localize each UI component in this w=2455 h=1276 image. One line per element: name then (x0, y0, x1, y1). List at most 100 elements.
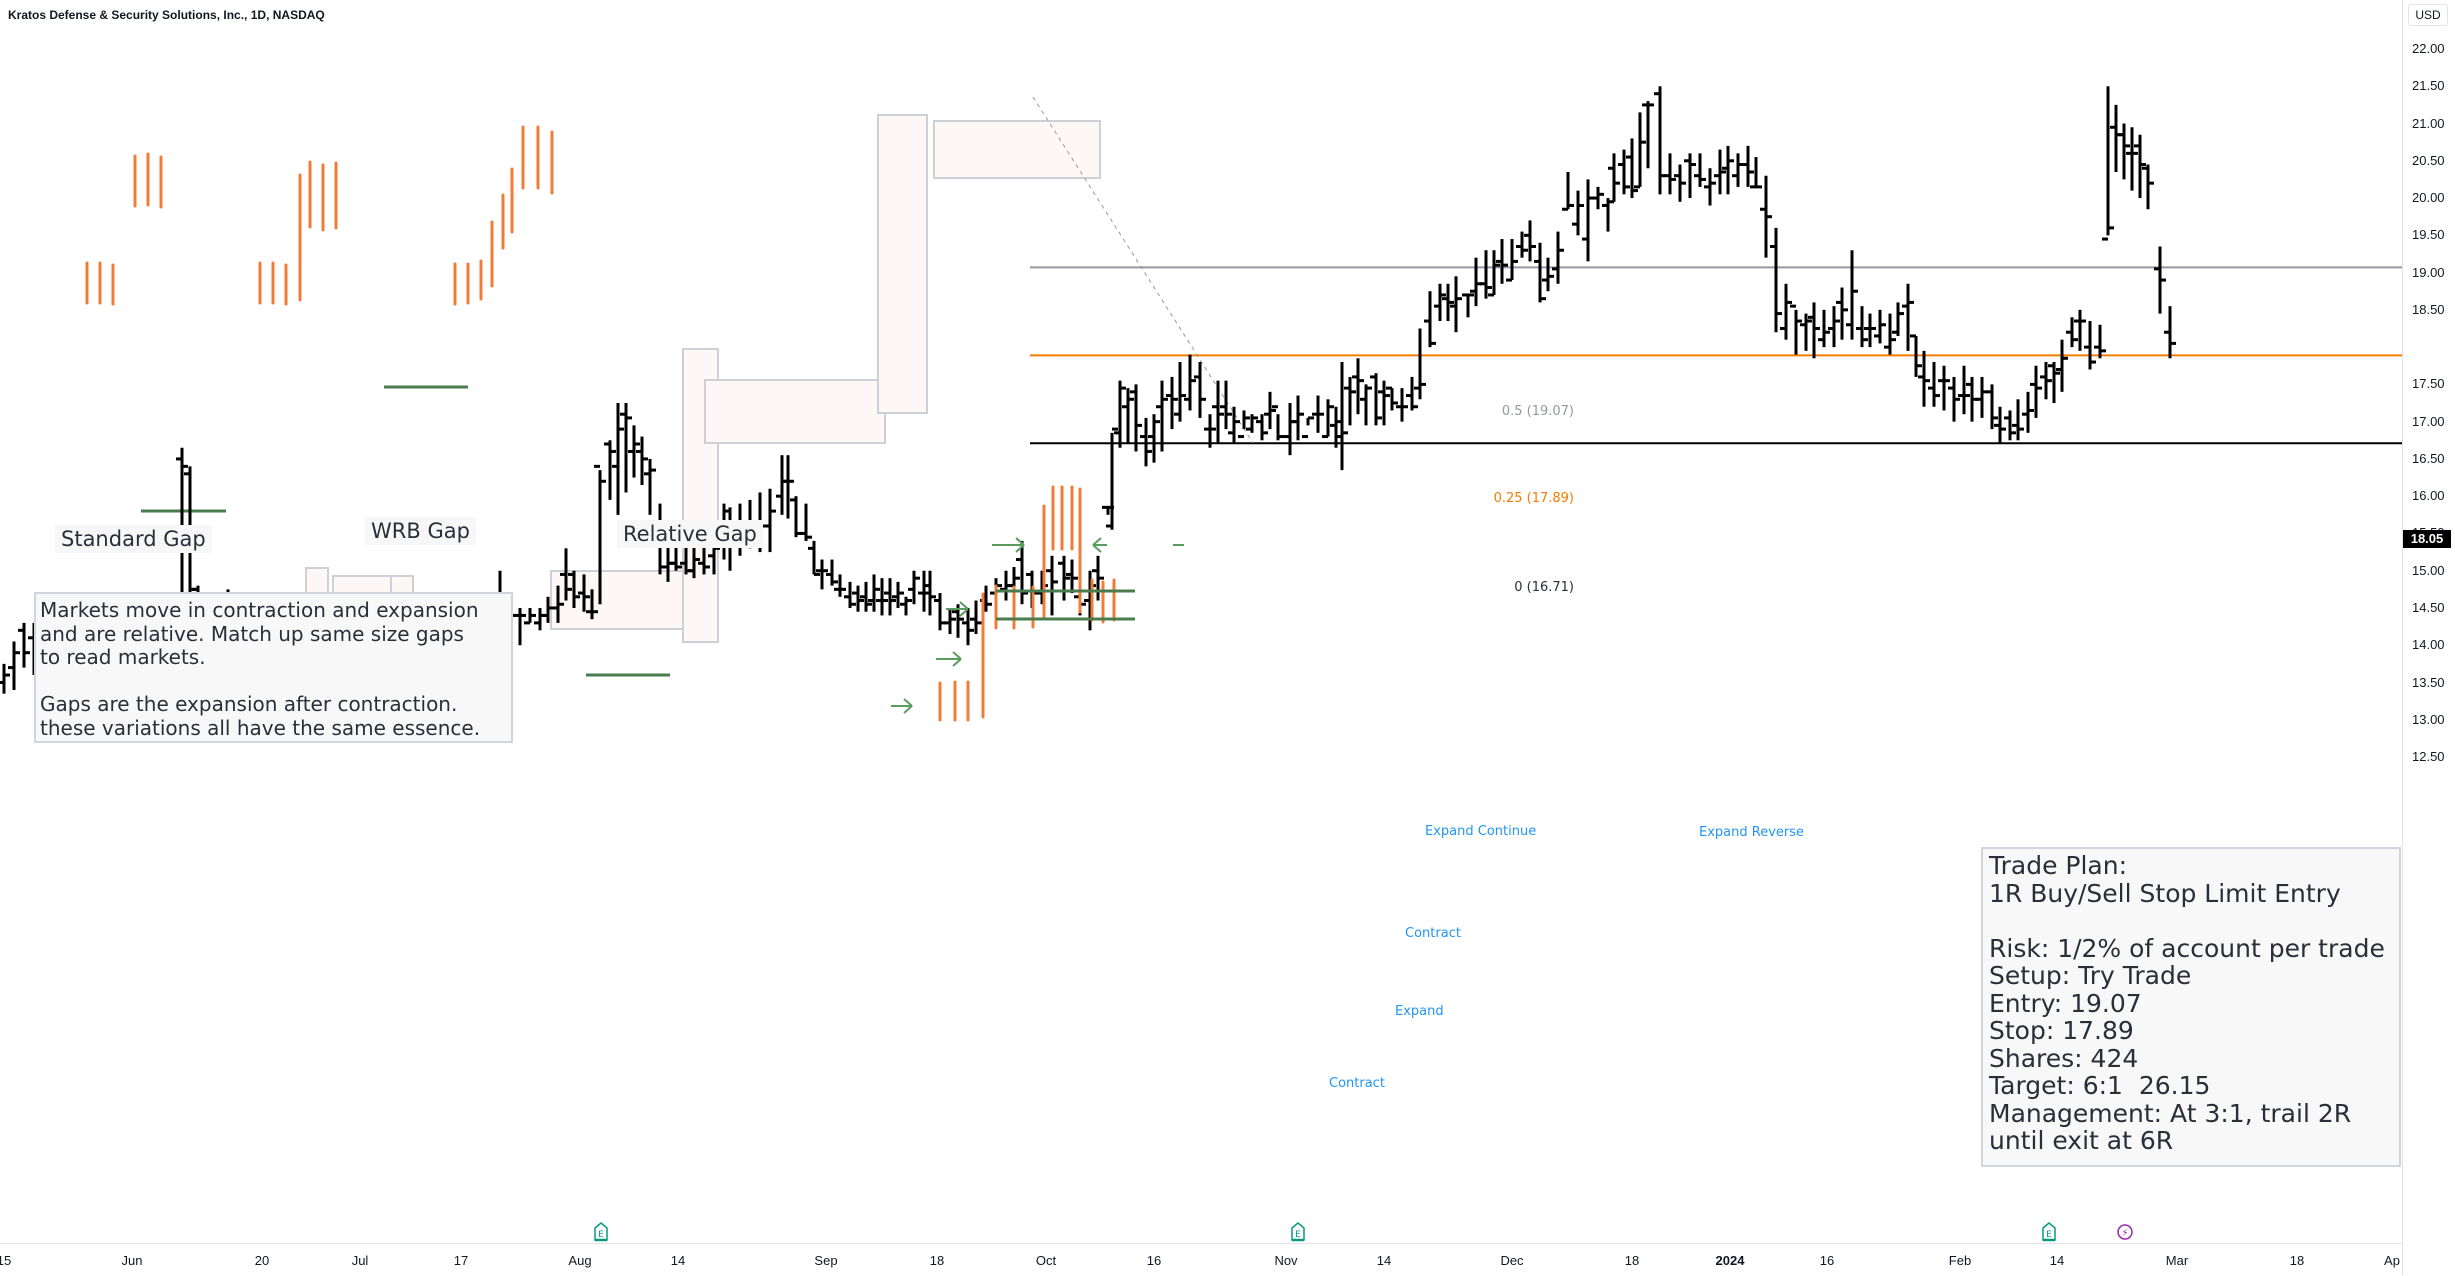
ohlc-bar (2074, 309, 2086, 351)
ohlc-bar (1552, 231, 1564, 284)
ohlc-bar (1618, 149, 1630, 195)
ohlc-bar (560, 548, 572, 601)
label-relative-gap[interactable]: Relative Gap (617, 520, 763, 548)
ohlc-bar (1684, 153, 1696, 199)
ohlc-bar (8, 641, 20, 690)
ohlc-bar (1352, 358, 1364, 415)
ohlc-bar (1204, 414, 1216, 448)
ohlc-bar (1994, 406, 2006, 444)
earnings-icon[interactable]: E (1289, 1222, 1307, 1242)
ohlc-bar (1016, 540, 1028, 605)
ohlc-bar (1148, 414, 1160, 463)
label-expand-continue[interactable]: Expand Continue (1425, 824, 1537, 839)
fib-label-0: 0 (16.71) (1514, 580, 1574, 595)
arrow-expand-continue-head (1015, 537, 1025, 546)
ohlc-bar (1496, 239, 1508, 284)
earnings-icon[interactable]: E (592, 1222, 610, 1242)
label-wrb-gap[interactable]: WRB Gap (365, 517, 476, 545)
label-contract-lower[interactable]: Contract (1329, 1076, 1385, 1091)
time-tick: 15 (0, 1253, 12, 1268)
ohlc-bar (1122, 388, 1134, 445)
price-tick: 12.50 (2412, 749, 2445, 765)
note-contraction-expansion[interactable]: Markets move in contraction and expansio… (34, 592, 513, 743)
ohlc-bar (1036, 570, 1048, 605)
chart-title: Kratos Defense & Security Solutions, Inc… (8, 8, 325, 22)
ohlc-bar (1542, 257, 1554, 292)
ohlc-bar (764, 488, 776, 553)
currency-button[interactable]: USD (2408, 4, 2448, 26)
label-expand[interactable]: Expand (1395, 1004, 1444, 1019)
ohlc-bar (1910, 334, 1922, 377)
last-price-label: 18.05 (2403, 530, 2451, 548)
ohlc-bar (1434, 283, 1446, 322)
ohlc-bar (644, 458, 656, 515)
arrow-contract-lower-head (903, 705, 913, 714)
time-tick: 14 (1376, 1253, 1392, 1268)
time-axis[interactable] (0, 1243, 2402, 1276)
label-standard-gap[interactable]: Standard Gap (55, 525, 212, 553)
label-contract-upper[interactable]: Contract (1405, 926, 1461, 941)
ohlc-bar (924, 570, 936, 616)
time-tick: Feb (1948, 1253, 1972, 1268)
ohlc-bar (1790, 304, 1802, 355)
arrow-expand-head (952, 651, 962, 660)
ohlc-bar (1864, 313, 1876, 348)
ohlc-bar (1174, 362, 1186, 422)
ohlc-bar (1166, 376, 1178, 430)
note-trade-plan[interactable]: Trade Plan: 1R Buy/Sell Stop Limit Entry… (1981, 847, 2401, 1167)
ohlc-bar (790, 496, 802, 538)
ohlc-bar (1572, 190, 1584, 236)
ohlc-bar (1562, 171, 1574, 211)
ohlc-bar (1884, 313, 1896, 355)
ohlc-bar (1976, 376, 1988, 418)
ohlc-bar (1938, 365, 1950, 411)
price-tick: 19.50 (2412, 227, 2445, 243)
ohlc-bar (962, 607, 974, 646)
ohlc-bar (2012, 399, 2024, 441)
ohlc-bar (586, 589, 598, 620)
ohlc-bar (1836, 287, 1848, 340)
ohlc-bar (1084, 570, 1096, 631)
ohlc-bar (1948, 376, 1960, 422)
svg-text:⚡: ⚡ (2121, 1228, 2128, 1239)
ohlc-bar (776, 455, 788, 515)
label-expand-reverse[interactable]: Expand Reverse (1699, 825, 1805, 840)
time-tick: Sep (814, 1253, 838, 1268)
price-tick: 18.50 (2412, 301, 2445, 317)
price-tick: 17.00 (2412, 413, 2445, 429)
price-tick: 21.50 (2412, 78, 2445, 94)
ohlc-bar (1378, 380, 1390, 426)
ohlc-bar (514, 607, 526, 646)
ohlc-bar (1818, 309, 1830, 348)
ohlc-bar (1330, 406, 1342, 448)
ohlc-bar (1184, 354, 1196, 411)
fib-label-0.5: 0.5 (19.07) (1501, 404, 1574, 419)
ohlc-bar (2066, 317, 2078, 348)
price-axis[interactable] (2402, 0, 2455, 1275)
price-tick: 13.50 (2412, 674, 2445, 690)
dividend-split-icon[interactable]: ⚡ (2116, 1222, 2134, 1242)
ohlc-bar (594, 464, 606, 605)
ohlc-bar (2110, 104, 2122, 172)
ohlc-bar (826, 559, 838, 586)
ohlc-bar (1058, 555, 1070, 601)
earnings-icon[interactable]: E (2040, 1222, 2058, 1242)
ohlc-bar (1714, 149, 1726, 195)
ohlc-bar (636, 436, 648, 486)
ohlc-bar (2094, 324, 2106, 359)
ohlc-bar (1664, 153, 1676, 195)
ohlc-bar (1442, 283, 1454, 322)
ohlc-bar (1470, 257, 1482, 307)
ohlc-bar (1524, 220, 1536, 262)
time-tick: 2024 (1715, 1253, 1745, 1268)
time-tick: 14 (670, 1253, 686, 1268)
time-tick: Dec (1500, 1253, 1524, 1268)
ohlc-bar (1808, 302, 1820, 359)
ohlc-bar (1228, 406, 1240, 445)
ohlc-bar (1462, 293, 1474, 318)
ohlc-bar (604, 440, 616, 500)
ohlc-bar (1370, 373, 1382, 426)
ohlc-bar (1654, 86, 1666, 195)
ohlc-bar (892, 581, 904, 608)
ohlc-bar (1406, 376, 1418, 411)
